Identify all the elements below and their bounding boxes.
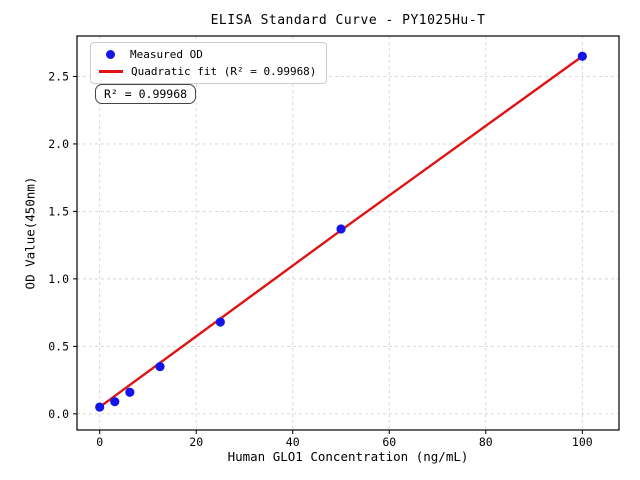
x-tick-label: 20 — [189, 435, 203, 449]
x-tick-label: 40 — [286, 435, 300, 449]
plot-border — [76, 35, 620, 431]
y-tick-label: 1.0 — [48, 272, 69, 286]
legend-item-quadratic-fit: Quadratic fit (R² = 0.99968) — [99, 65, 316, 78]
chart-title: ELISA Standard Curve - PY1025Hu-T — [210, 13, 486, 28]
x-tick-label: 60 — [382, 435, 396, 449]
x-tick-label: 0 — [96, 435, 103, 449]
data-point — [215, 317, 225, 327]
legend-item-label: Measured OD — [130, 48, 203, 61]
y-tick-label: 0.0 — [48, 407, 69, 421]
fit-line-marker-icon — [99, 70, 123, 73]
r-squared-annotation: R² = 0.99968 — [95, 84, 197, 104]
data-point — [125, 387, 135, 397]
y-tick-label: 2.5 — [48, 69, 69, 83]
legend: Measured OD Quadratic fit (R² = 0.99968) — [90, 42, 328, 84]
data-point — [155, 361, 165, 372]
legend-item-label: Quadratic fit (R² = 0.99968) — [131, 65, 317, 78]
data-point — [95, 402, 105, 412]
data-point — [577, 51, 587, 61]
y-tick-label: 2.0 — [48, 137, 69, 151]
x-tick-label: 100 — [572, 435, 593, 449]
data-point — [336, 224, 346, 234]
data-point — [110, 397, 120, 407]
legend-item-measured-od: Measured OD — [99, 48, 316, 61]
scatter-marker-icon — [106, 50, 115, 59]
y-axis-label: OD Value(450nm) — [22, 176, 38, 290]
x-tick-label: 80 — [479, 435, 493, 449]
y-tick-label: 1.5 — [48, 204, 69, 218]
x-axis-label: Human GLO1 Concentration (ng/mL) — [227, 449, 469, 464]
y-tick-label: 0.5 — [48, 339, 69, 353]
